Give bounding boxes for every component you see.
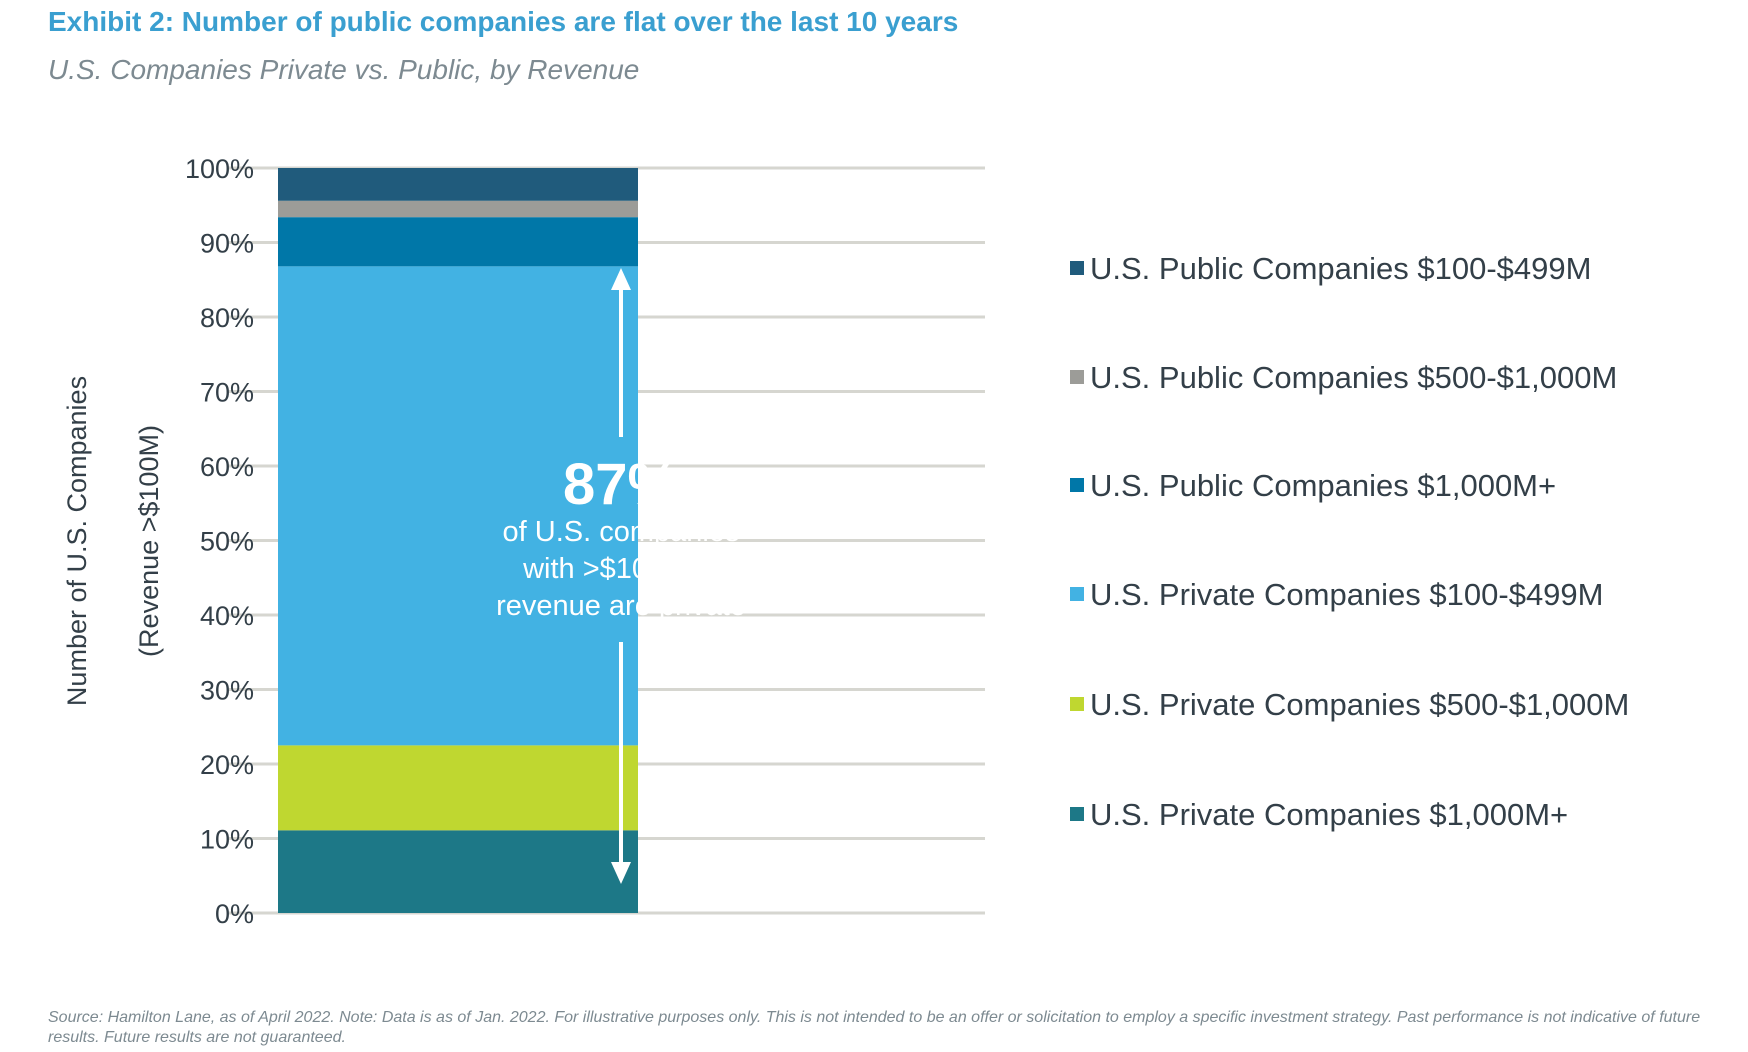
y-tick-label: 90% xyxy=(200,229,254,259)
legend-swatch xyxy=(1070,697,1084,711)
annotation-text: of U.S. companies xyxy=(503,516,740,548)
arrow-down-icon xyxy=(611,862,631,884)
legend-label: U.S. Public Companies $500-$1,000M xyxy=(1090,360,1617,395)
y-tick-label: 50% xyxy=(200,527,254,557)
arrow-up-icon xyxy=(611,268,631,290)
bar-segment-3 xyxy=(278,217,638,267)
legend-label: U.S. Public Companies $100-$499M xyxy=(1090,251,1591,286)
legend-label: U.S. Private Companies $1,000M+ xyxy=(1090,797,1568,832)
annotation-text: with >$100M in xyxy=(522,553,719,585)
y-tick-label: 40% xyxy=(200,601,254,631)
bar-segment-1 xyxy=(278,745,638,831)
stacked-bar-chart: 0% 10% 20% 30% 40% 50% 60% 70% 80% 90% 100% U.S. P… xyxy=(62,154,1629,929)
y-tick-label: 100% xyxy=(185,154,254,184)
y-tick-label: 70% xyxy=(200,378,254,408)
annotation-text: revenue are private xyxy=(496,590,746,622)
y-tick-label: 10% xyxy=(200,825,254,855)
y-tick-label: 60% xyxy=(200,452,254,482)
y-tick-label: 20% xyxy=(200,750,254,780)
y-tick-label: 30% xyxy=(200,676,254,706)
bar-segment-5 xyxy=(278,168,638,201)
y-tick-label: 0% xyxy=(215,899,254,929)
legend-label: U.S. Private Companies $100-$499M xyxy=(1090,577,1603,612)
footnote: Source: Hamilton Lane, as of April 2022.… xyxy=(48,1009,1701,1046)
legend-label: U.S. Public Companies $1,000M+ xyxy=(1090,468,1556,503)
bar-segment-4 xyxy=(278,200,638,218)
legend-swatch xyxy=(1070,261,1084,275)
y-tick-label: 80% xyxy=(200,303,254,333)
bar-segment-2 xyxy=(278,266,638,746)
legend-swatch xyxy=(1070,587,1084,601)
annotation-value: 87% xyxy=(563,452,679,517)
chart-subtitle: U.S. Companies Private vs. Public, by Re… xyxy=(48,54,640,85)
legend-label: U.S. Private Companies $500-$1,000M xyxy=(1090,687,1629,722)
legend-swatch xyxy=(1070,807,1084,821)
y-axis-label-line1: Number of U.S. Companies xyxy=(62,376,92,706)
legend-swatch xyxy=(1070,478,1084,492)
bar-segment-0 xyxy=(278,830,638,913)
y-axis-label-line2: (Revenue >$100M) xyxy=(134,425,164,657)
legend-swatch xyxy=(1070,370,1084,384)
chart-title: Exhibit 2: Number of public companies ar… xyxy=(48,6,959,37)
